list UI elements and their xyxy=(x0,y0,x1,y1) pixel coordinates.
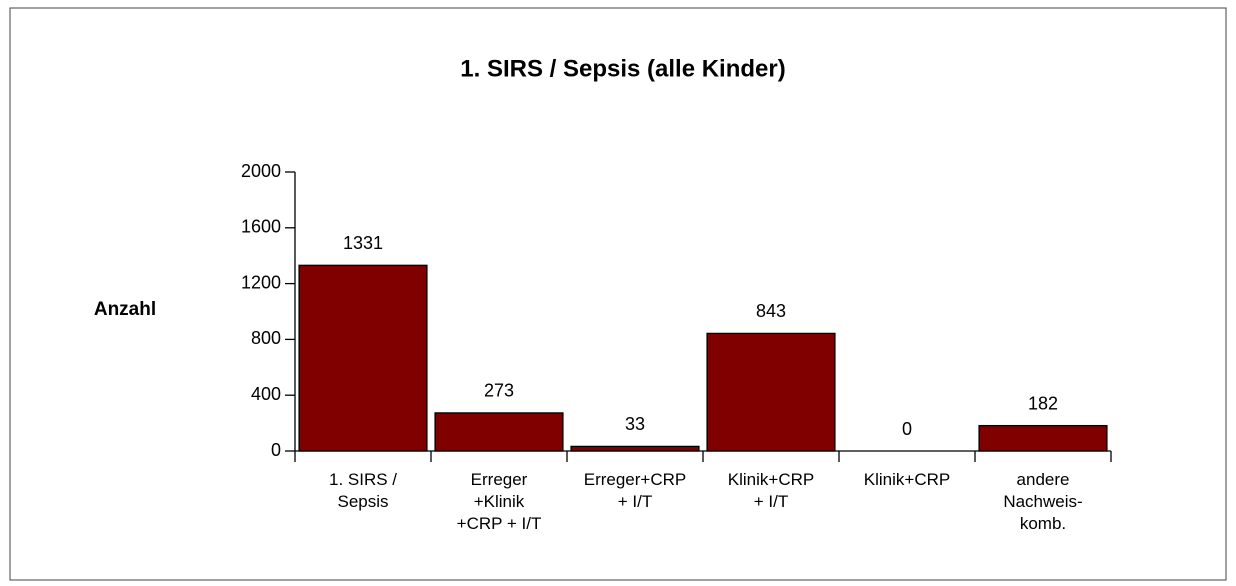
value-label: 843 xyxy=(756,301,786,321)
x-tick-label: 1. SIRS / Sepsis xyxy=(328,470,398,511)
x-tick-label: Erreger +Klinik +CRP + I/T xyxy=(456,470,542,533)
value-label: 1331 xyxy=(343,233,383,253)
y-tick-label: 1200 xyxy=(241,272,281,292)
y-axis-label: Anzahl xyxy=(94,299,156,320)
value-label: 273 xyxy=(484,381,514,401)
bar xyxy=(570,445,700,452)
y-tick-label: 1600 xyxy=(241,217,281,237)
value-label: 33 xyxy=(625,414,645,434)
chart-frame xyxy=(9,7,1227,581)
bar xyxy=(298,264,428,452)
bar xyxy=(978,424,1108,452)
x-tick-label: Klinik+CRP + I/T xyxy=(727,470,815,511)
bar xyxy=(434,412,564,452)
chart-title: 1. SIRS / Sepsis (alle Kinder) xyxy=(460,55,785,82)
x-tick-label: Erreger+CRP + I/T xyxy=(583,470,687,511)
bar xyxy=(706,332,836,452)
value-label: 0 xyxy=(902,419,912,439)
y-tick-label: 800 xyxy=(251,328,281,348)
value-label: 182 xyxy=(1028,393,1058,413)
y-tick-label: 2000 xyxy=(241,161,281,181)
x-tick-label: Klinik+CRP xyxy=(863,470,951,489)
y-tick-label: 400 xyxy=(251,384,281,404)
x-tick-label: andere Nachweis- komb. xyxy=(1003,470,1083,533)
y-tick-label: 0 xyxy=(271,440,281,460)
